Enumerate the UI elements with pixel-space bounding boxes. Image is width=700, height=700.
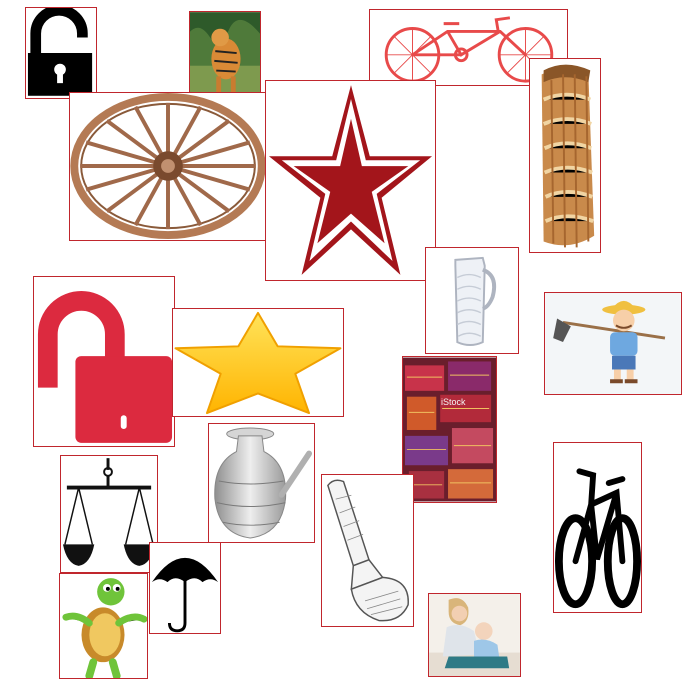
- torch-icon: [327, 479, 409, 622]
- tile-tiger: [189, 11, 261, 100]
- padlock-open-icon: [37, 291, 173, 443]
- kettle-icon: [214, 427, 313, 539]
- tiger-photo: [190, 12, 260, 99]
- tile-jug: [425, 247, 519, 354]
- tile-wheel: [69, 92, 267, 241]
- bicycle-icon: [554, 468, 641, 609]
- tile-basket: [529, 58, 601, 253]
- padlock-open-icon: [27, 8, 93, 96]
- tile-bicycle-black: [553, 442, 642, 613]
- tile-kettle: [208, 423, 315, 543]
- tile-star-red: [265, 80, 436, 281]
- scale-icon: [62, 458, 156, 566]
- tile-padlock-red: [33, 276, 175, 447]
- tile-fabrics: iStock: [402, 356, 497, 503]
- mother-child-photo: [429, 594, 520, 676]
- tile-mother-child: [428, 593, 521, 677]
- farmer-icon: [545, 293, 681, 394]
- tile-farmer: [544, 292, 682, 395]
- jug-icon: [454, 256, 497, 347]
- umbrella-icon: [151, 557, 219, 633]
- turtle-icon: [62, 578, 147, 678]
- tile-scale: [60, 455, 158, 573]
- stock-watermark: iStock: [441, 397, 466, 407]
- tile-padlock-black: [25, 7, 97, 99]
- wheel-icon: [70, 93, 266, 239]
- tile-umbrella: [149, 542, 221, 634]
- bicycle-icon: [384, 16, 554, 83]
- star-icon: [174, 311, 342, 415]
- star-icon: [268, 85, 433, 275]
- fabrics-photo: [403, 357, 496, 502]
- basket-icon: [541, 64, 595, 248]
- tile-star-yellow: [172, 308, 344, 417]
- tile-turtle: [59, 573, 148, 679]
- tile-torch: [321, 474, 414, 627]
